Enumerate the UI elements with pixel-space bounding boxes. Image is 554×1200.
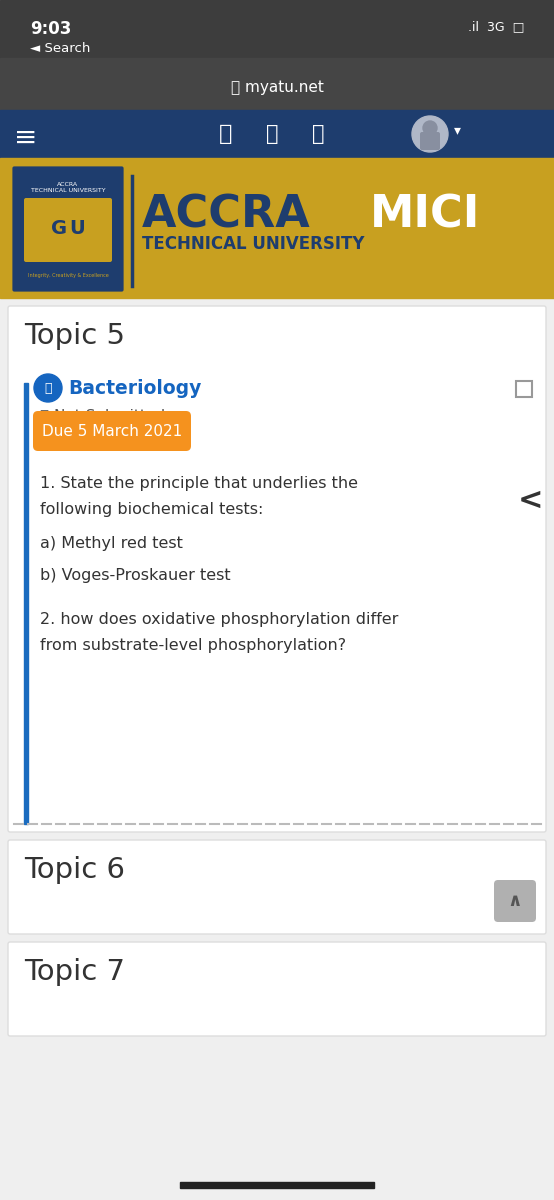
Text: .il  3G  □: .il 3G □ [468,20,524,32]
Circle shape [412,116,448,152]
Circle shape [423,121,437,134]
Text: <: < [517,486,543,515]
Bar [0,0,554,58]
Text: from substrate-level phosphorylation?: from substrate-level phosphorylation? [40,638,346,653]
Text: Integrity, Creativity & Excellence: Integrity, Creativity & Excellence [28,272,109,277]
FancyBboxPatch shape [8,840,546,934]
Text: Bacteriology: Bacteriology [68,378,201,397]
Text: 2. how does oxidative phosphorylation differ: 2. how does oxidative phosphorylation di… [40,612,398,626]
FancyBboxPatch shape [8,942,546,1036]
Text: ≡: ≡ [14,124,38,152]
Text: following biochemical tests:: following biochemical tests: [40,502,263,517]
Bar [0,158,554,298]
FancyBboxPatch shape [11,164,125,293]
FancyBboxPatch shape [420,132,440,150]
Text: ACCRA
TECHNICAL UNIVERSITY: ACCRA TECHNICAL UNIVERSITY [30,182,105,193]
Text: MICI: MICI [370,193,480,236]
Text: 🔒 myatu.net: 🔒 myatu.net [230,80,324,95]
Text: b) Voges-Proskauer test: b) Voges-Proskauer test [40,568,230,583]
Text: a) Methyl red test: a) Methyl red test [40,536,183,551]
Text: G: G [51,218,67,238]
Text: Topic 5: Topic 5 [24,322,125,350]
FancyBboxPatch shape [24,198,112,262]
Bar [516,382,532,397]
FancyBboxPatch shape [8,306,546,832]
Text: 9:03: 9:03 [30,20,71,38]
FancyBboxPatch shape [33,410,191,451]
Text: 💬: 💬 [312,124,324,144]
Text: 1. State the principle that underlies the: 1. State the principle that underlies th… [40,476,358,491]
Text: 🔔: 🔔 [266,124,278,144]
Text: Topic 6: Topic 6 [24,856,125,884]
Text: TECHNICAL UNIVERSITY: TECHNICAL UNIVERSITY [142,235,365,253]
Bar [24,383,28,824]
Circle shape [34,374,62,402]
Text: 🔍: 🔍 [219,124,233,144]
Text: ∧: ∧ [507,892,522,910]
Text: ⓘ Not Submitted: ⓘ Not Submitted [40,408,165,422]
Text: ▾: ▾ [454,122,461,137]
Text: Topic 7: Topic 7 [24,958,125,986]
Text: 📄: 📄 [44,382,52,395]
Text: ACCRA: ACCRA [142,193,311,236]
Text: ◄ Search: ◄ Search [30,42,90,55]
Text: U: U [69,218,85,238]
Bar [0,110,554,158]
FancyBboxPatch shape [494,880,536,922]
Bar [0,58,554,110]
Text: Due 5 March 2021: Due 5 March 2021 [42,424,182,438]
Bar [180,1182,374,1188]
